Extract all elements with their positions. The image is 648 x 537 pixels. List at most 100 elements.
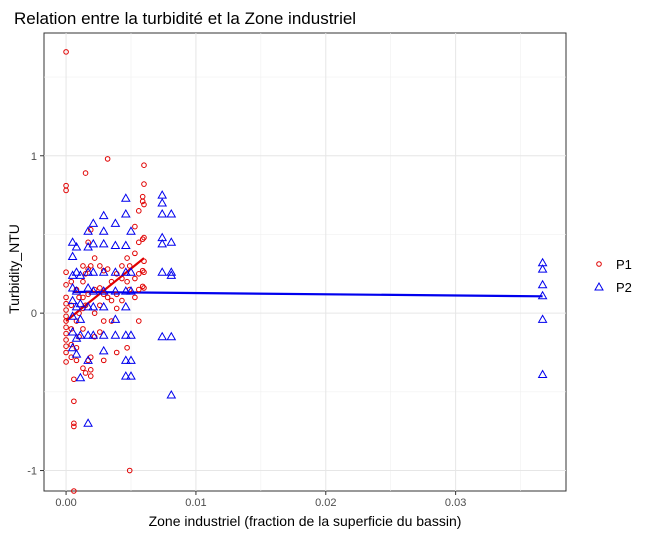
data-point-p2 — [83, 282, 93, 292]
data-point-p2 — [83, 226, 93, 235]
data-point-p2 — [83, 267, 93, 276]
data-point-p2 — [88, 267, 99, 276]
data-point-p1 — [63, 318, 69, 324]
data-point-p2 — [120, 301, 131, 311]
data-point-p1 — [68, 302, 75, 309]
data-point-p1 — [124, 278, 130, 285]
data-point-p2 — [537, 369, 548, 378]
data-point-p1 — [132, 250, 138, 257]
data-point-p1 — [63, 349, 69, 356]
data-point-p2 — [98, 345, 109, 355]
series-p1 — [63, 49, 147, 494]
data-point-p2 — [67, 342, 78, 352]
data-point-p2 — [157, 208, 168, 218]
y-tick-label: 1 — [31, 151, 37, 163]
data-point-p1 — [68, 278, 75, 285]
data-point-p2 — [126, 371, 136, 380]
data-point-p1 — [63, 282, 69, 288]
data-point-p1 — [119, 275, 125, 282]
data-point-p1 — [126, 263, 133, 269]
data-point-p2 — [166, 267, 177, 276]
data-point-p2 — [120, 286, 131, 295]
legend-label-p1: P1 — [616, 257, 632, 272]
chart-title: Relation entre la turbidité et la Zone i… — [14, 9, 356, 28]
data-point-p2 — [157, 267, 168, 276]
x-tick-label: 0.00 — [55, 497, 76, 509]
data-point-p2 — [166, 331, 177, 341]
data-point-p1 — [91, 310, 98, 316]
data-point-p2 — [98, 238, 109, 248]
data-point-p2 — [537, 279, 548, 289]
data-point-p2 — [110, 314, 121, 323]
data-point-p2 — [126, 286, 136, 295]
data-point-p1 — [119, 297, 125, 304]
data-point-p1 — [63, 330, 69, 337]
data-points — [63, 49, 548, 494]
plot-panel — [43, 32, 567, 494]
data-point-p1 — [97, 263, 103, 269]
data-point-p2 — [83, 355, 93, 364]
legend-item-p1: P1 — [596, 257, 632, 272]
data-point-p2 — [537, 290, 548, 300]
data-point-p1 — [63, 359, 69, 365]
data-point-p1 — [132, 223, 138, 230]
legend-label-p2: P2 — [616, 280, 632, 295]
data-point-p1 — [63, 337, 69, 343]
data-point-p1 — [82, 271, 89, 277]
data-point-p2 — [110, 267, 121, 276]
data-point-p1 — [135, 286, 142, 293]
series-p2 — [67, 190, 548, 427]
x-tick-label: 0.01 — [185, 497, 206, 509]
x-axis-title: Zone industriel (fraction de la superfic… — [149, 513, 462, 529]
data-point-p2 — [71, 286, 82, 295]
data-point-p2 — [88, 218, 99, 227]
data-point-p1 — [135, 318, 142, 324]
data-point-p1 — [80, 263, 86, 269]
data-point-p1 — [104, 294, 111, 301]
data-point-p1 — [97, 285, 103, 291]
data-point-p1 — [73, 357, 80, 364]
data-point-p2 — [75, 330, 86, 339]
data-point-p1 — [97, 329, 103, 335]
data-point-p1 — [141, 201, 147, 208]
data-point-p1 — [87, 373, 94, 379]
data-point-p2 — [71, 267, 82, 276]
data-point-p2 — [120, 240, 131, 249]
data-point-p1 — [126, 467, 133, 474]
data-point-p2 — [98, 301, 109, 311]
data-point-p2 — [157, 331, 168, 341]
data-point-p1 — [63, 187, 69, 194]
data-point-p2 — [157, 238, 168, 248]
x-tick-label: 0.02 — [315, 497, 336, 509]
data-point-p2 — [67, 237, 78, 246]
data-point-p1 — [108, 297, 115, 304]
data-point-p1 — [124, 344, 130, 351]
data-point-p1 — [85, 239, 91, 246]
data-point-p1 — [141, 162, 147, 169]
data-point-p2 — [110, 218, 121, 227]
data-point-p2 — [88, 330, 99, 339]
data-point-p1 — [87, 367, 94, 373]
data-point-p1 — [63, 269, 69, 276]
data-point-p2 — [126, 330, 136, 339]
data-point-p1 — [87, 263, 94, 269]
data-point-p2 — [71, 241, 82, 251]
data-point-p1 — [63, 49, 69, 55]
data-point-p2 — [126, 267, 136, 276]
y-axis: -1 0 1 — [27, 151, 44, 478]
data-point-p1 — [139, 267, 146, 274]
x-tick-label: 0.03 — [445, 497, 466, 509]
data-point-p2 — [98, 286, 109, 295]
data-point-p2 — [67, 326, 78, 336]
data-point-p1 — [139, 236, 146, 242]
data-point-p2 — [67, 282, 78, 292]
data-point-p2 — [157, 197, 168, 207]
fit-line-p2 — [72, 290, 543, 298]
data-point-p1 — [132, 294, 138, 301]
y-tick-label: -1 — [27, 466, 37, 478]
data-point-p1 — [141, 258, 147, 265]
y-tick-label: 0 — [31, 308, 37, 320]
data-point-p1 — [82, 370, 89, 376]
data-point-p2 — [83, 418, 93, 427]
